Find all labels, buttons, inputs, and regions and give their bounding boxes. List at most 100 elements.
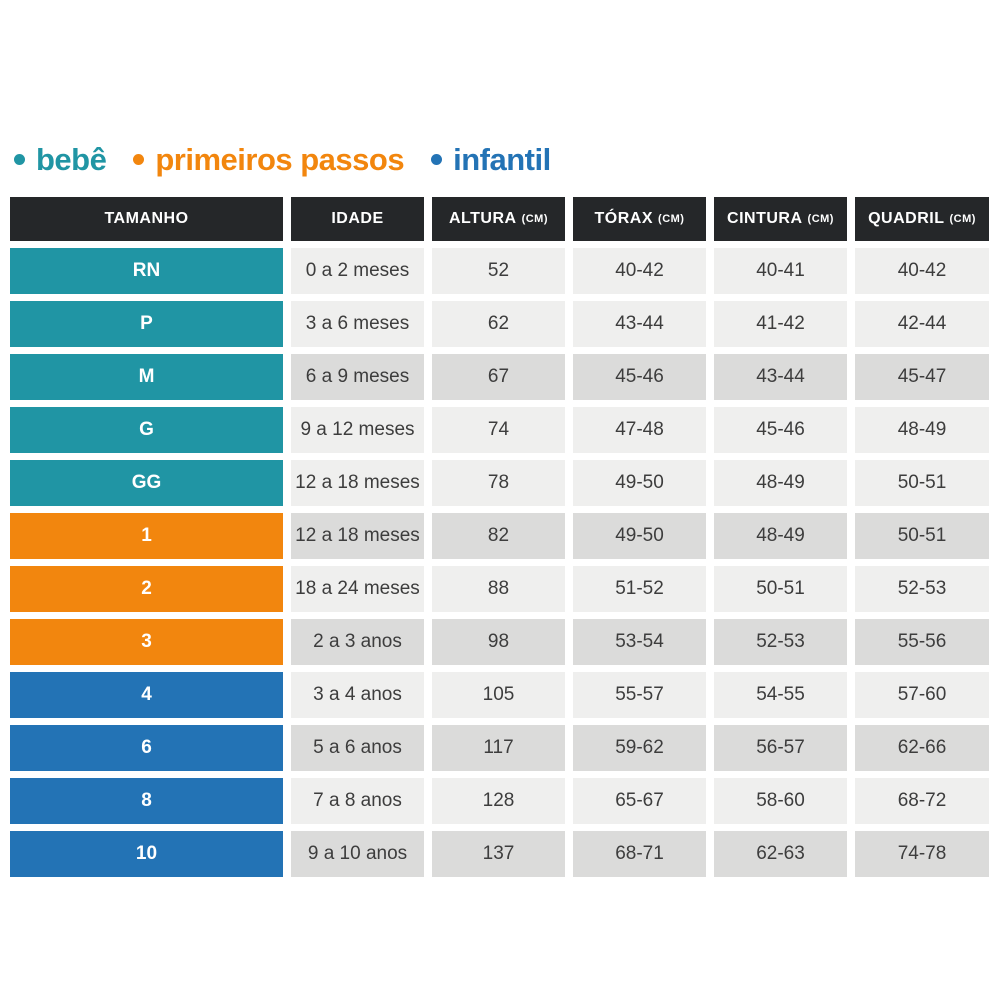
bullet-icon [14,154,25,165]
quadril-cell: 62-66 [855,725,989,771]
column-header-label: CINTURA [727,210,803,227]
bullet-icon [431,154,443,165]
quadril-cell: 40-42 [855,248,989,294]
column-header-unit: (CM) [807,213,834,225]
quadril-cell: 45-47 [855,354,989,400]
size-cell: P [10,301,283,347]
torax-cell: 53-54 [573,619,706,665]
cintura-cell: 52-53 [714,619,847,665]
torax-cell: 49-50 [573,513,706,559]
size-cell: 3 [10,619,283,665]
torax-cell: 68-71 [573,831,706,877]
torax-cell: 51-52 [573,566,706,612]
legend-item-primeiros-passos: primeiros passos [133,142,405,177]
cintura-cell: 41-42 [714,301,847,347]
quadril-cell: 50-51 [855,460,989,506]
cintura-cell: 48-49 [714,460,847,506]
quadril-cell: 57-60 [855,672,989,718]
altura-cell: 117 [432,725,565,771]
idade-cell: 5 a 6 anos [291,725,424,771]
idade-cell: 9 a 10 anos [291,831,424,877]
cintura-cell: 58-60 [714,778,847,824]
idade-cell: 18 a 24 meses [291,566,424,612]
size-cell: 2 [10,566,283,612]
column-header-tamanho: TAMANHO [10,197,283,241]
column-header-altura: ALTURA (CM) [432,197,565,241]
legend-label-bebe: bebê [36,142,107,177]
column-header-unit: (CM) [658,213,685,225]
altura-cell: 62 [432,301,565,347]
idade-cell: 3 a 6 meses [291,301,424,347]
size-cell: 4 [10,672,283,718]
torax-cell: 40-42 [573,248,706,294]
column-header-label: TÓRAX [594,210,654,227]
idade-cell: 3 a 4 anos [291,672,424,718]
altura-cell: 78 [432,460,565,506]
bullet-icon [133,154,145,165]
quadril-cell: 50-51 [855,513,989,559]
idade-cell: 2 a 3 anos [291,619,424,665]
cintura-cell: 56-57 [714,725,847,771]
column-header-label: QUADRIL [868,210,945,227]
quadril-cell: 68-72 [855,778,989,824]
size-cell: RN [10,248,283,294]
torax-cell: 55-57 [573,672,706,718]
quadril-cell: 48-49 [855,407,989,453]
torax-cell: 43-44 [573,301,706,347]
legend-item-bebe: bebê [14,142,107,177]
column-header-label: ALTURA [448,210,517,227]
quadril-cell: 42-44 [855,301,989,347]
torax-cell: 49-50 [573,460,706,506]
cintura-cell: 45-46 [714,407,847,453]
torax-cell: 65-67 [573,778,706,824]
altura-cell: 105 [432,672,565,718]
size-table: TAMANHO IDADE ALTURA (CM) TÓRAX (CM) CINTURA (C… [10,197,989,877]
cintura-cell: 50-51 [714,566,847,612]
size-cell: 10 [10,831,283,877]
legend-label-primeiros-passos: primeiros passos [155,142,405,177]
legend-item-infantil: infantil [431,144,551,175]
size-cell: G [10,407,283,453]
altura-cell: 98 [432,619,565,665]
altura-cell: 88 [432,566,565,612]
size-cell: 6 [10,725,283,771]
quadril-cell: 74-78 [855,831,989,877]
size-cell: 8 [10,778,283,824]
column-header-label: IDADE [331,210,384,227]
altura-cell: 128 [432,778,565,824]
altura-cell: 82 [432,513,565,559]
torax-cell: 45-46 [573,354,706,400]
idade-cell: 0 a 2 meses [291,248,424,294]
idade-cell: 9 a 12 meses [291,407,424,453]
idade-cell: 12 a 18 meses [291,460,424,506]
cintura-cell: 48-49 [714,513,847,559]
column-header-torax: TÓRAX (CM) [573,197,706,241]
column-header-label: TAMANHO [104,210,189,227]
category-legend: bebê primeiros passos infantil [14,144,551,175]
quadril-cell: 52-53 [855,566,989,612]
column-header-idade: IDADE [291,197,424,241]
altura-cell: 74 [432,407,565,453]
torax-cell: 47-48 [573,407,706,453]
idade-cell: 7 a 8 anos [291,778,424,824]
torax-cell: 59-62 [573,725,706,771]
cintura-cell: 54-55 [714,672,847,718]
altura-cell: 52 [432,248,565,294]
cintura-cell: 43-44 [714,354,847,400]
altura-cell: 67 [432,354,565,400]
cintura-cell: 40-41 [714,248,847,294]
column-header-quadril: QUADRIL (CM) [855,197,989,241]
idade-cell: 6 a 9 meses [291,354,424,400]
size-cell: 1 [10,513,283,559]
legend-label-infantil: infantil [453,142,551,177]
column-header-unit: (CM) [521,213,548,225]
quadril-cell: 55-56 [855,619,989,665]
size-cell: M [10,354,283,400]
column-header-cintura: CINTURA (CM) [714,197,847,241]
column-header-unit: (CM) [949,213,976,225]
altura-cell: 137 [432,831,565,877]
idade-cell: 12 a 18 meses [291,513,424,559]
size-cell: GG [10,460,283,506]
cintura-cell: 62-63 [714,831,847,877]
